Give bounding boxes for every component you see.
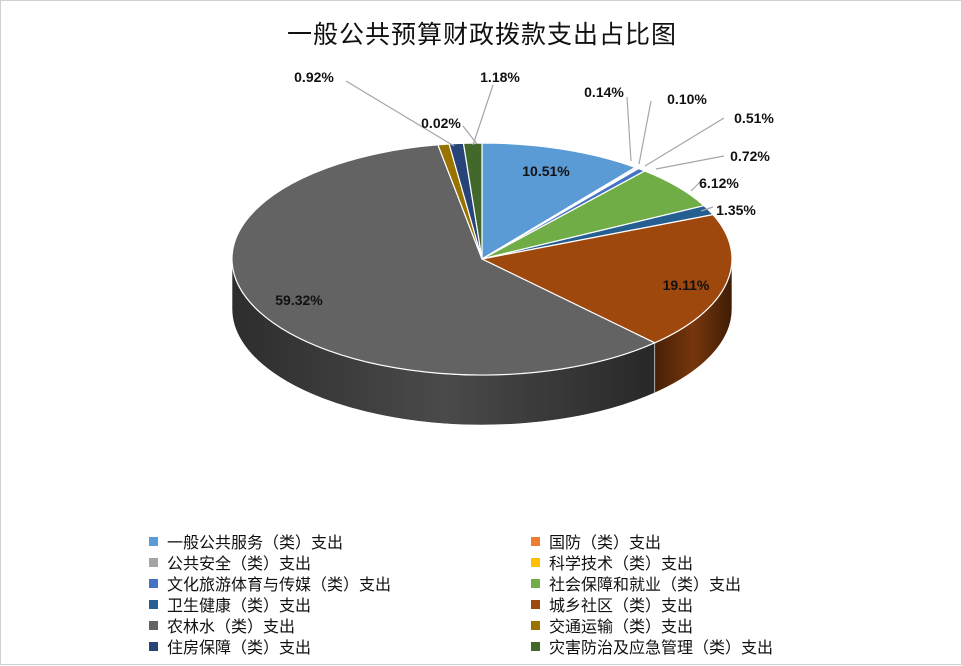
legend-swatch <box>531 578 540 588</box>
legend-swatch <box>149 557 158 567</box>
legend-label: 文化旅游体育与传媒（类）支出 <box>167 575 392 594</box>
legend-label: 住房保障（类）支出 <box>167 638 312 657</box>
legend-label: 科学技术（类）支出 <box>549 554 694 573</box>
data-label-6: 6.12% <box>699 175 739 191</box>
legend-swatch <box>149 578 158 588</box>
leader-line-extra <box>462 125 478 145</box>
legend-item: 卫生健康（类）支出 <box>149 593 311 615</box>
legend-label: 卫生健康（类）支出 <box>167 596 312 615</box>
data-label-extra: 0.02% <box>421 115 461 131</box>
data-label-9: 59.32% <box>275 292 323 308</box>
data-label-12: 1.18% <box>480 69 520 85</box>
leader-line-12 <box>472 84 494 146</box>
data-label-11: 0.92% <box>294 69 334 85</box>
leader-line-10 <box>655 155 725 170</box>
legend-label: 灾害防治及应急管理（类）支出 <box>549 638 774 657</box>
legend-label: 国防（类）支出 <box>549 533 662 552</box>
leader-line-4 <box>638 100 652 165</box>
legend-swatch <box>531 557 540 567</box>
legend-label: 一般公共服务（类）支出 <box>167 533 344 552</box>
leader-line-5 <box>644 117 725 167</box>
legend-item: 国防（类）支出 <box>531 530 661 552</box>
data-label-3: 0.14% <box>584 84 624 100</box>
legend-swatch <box>149 620 158 630</box>
pie-slice-8 <box>480 213 733 344</box>
legend-swatch <box>149 536 158 546</box>
legend-label: 交通运输（类）支出 <box>549 617 694 636</box>
chart-title: 一般公共预算财政拨款支出占比图 <box>286 20 677 49</box>
legend-swatch <box>531 641 540 651</box>
legend-swatch <box>149 599 158 609</box>
leader-line-6 <box>690 180 702 192</box>
legend-item: 社会保障和就业（类）支出 <box>531 572 741 594</box>
legend-item: 住房保障（类）支出 <box>149 635 311 657</box>
legend-label: 农林水（类）支出 <box>167 617 296 636</box>
leader-line-7 <box>700 206 714 212</box>
pie-slice-1 <box>481 142 637 261</box>
legend-item: 交通运输（类）支出 <box>531 614 693 636</box>
data-label-10: 0.72% <box>730 148 770 164</box>
legend-item: 科学技术（类）支出 <box>531 551 693 573</box>
legend-item: 灾害防治及应急管理（类）支出 <box>531 635 773 657</box>
legend-label: 公共安全（类）支出 <box>167 554 312 573</box>
data-label-8: 19.11% <box>663 277 710 293</box>
pie-slice-9 <box>231 144 657 376</box>
legend-item: 文化旅游体育与传媒（类）支出 <box>149 572 391 594</box>
data-label-1: 10.51% <box>522 163 570 179</box>
leader-line-11 <box>345 80 455 147</box>
leader-line-3 <box>626 96 632 162</box>
legend-swatch <box>531 536 540 546</box>
data-label-5: 0.51% <box>734 110 774 126</box>
pie-slice-12 <box>462 142 483 260</box>
legend-item: 公共安全（类）支出 <box>149 551 311 573</box>
legend-swatch <box>149 641 158 651</box>
legend-swatch <box>531 620 540 630</box>
legend-label: 社会保障和就业（类）支出 <box>549 575 742 594</box>
legend-label: 城乡社区（类）支出 <box>549 596 694 615</box>
data-label-4: 0.10% <box>667 91 707 107</box>
legend-item: 农林水（类）支出 <box>149 614 295 636</box>
data-label-7: 1.35% <box>716 202 756 218</box>
legend-item: 城乡社区（类）支出 <box>531 593 693 615</box>
legend-swatch <box>531 599 540 609</box>
legend-item: 一般公共服务（类）支出 <box>149 530 343 552</box>
